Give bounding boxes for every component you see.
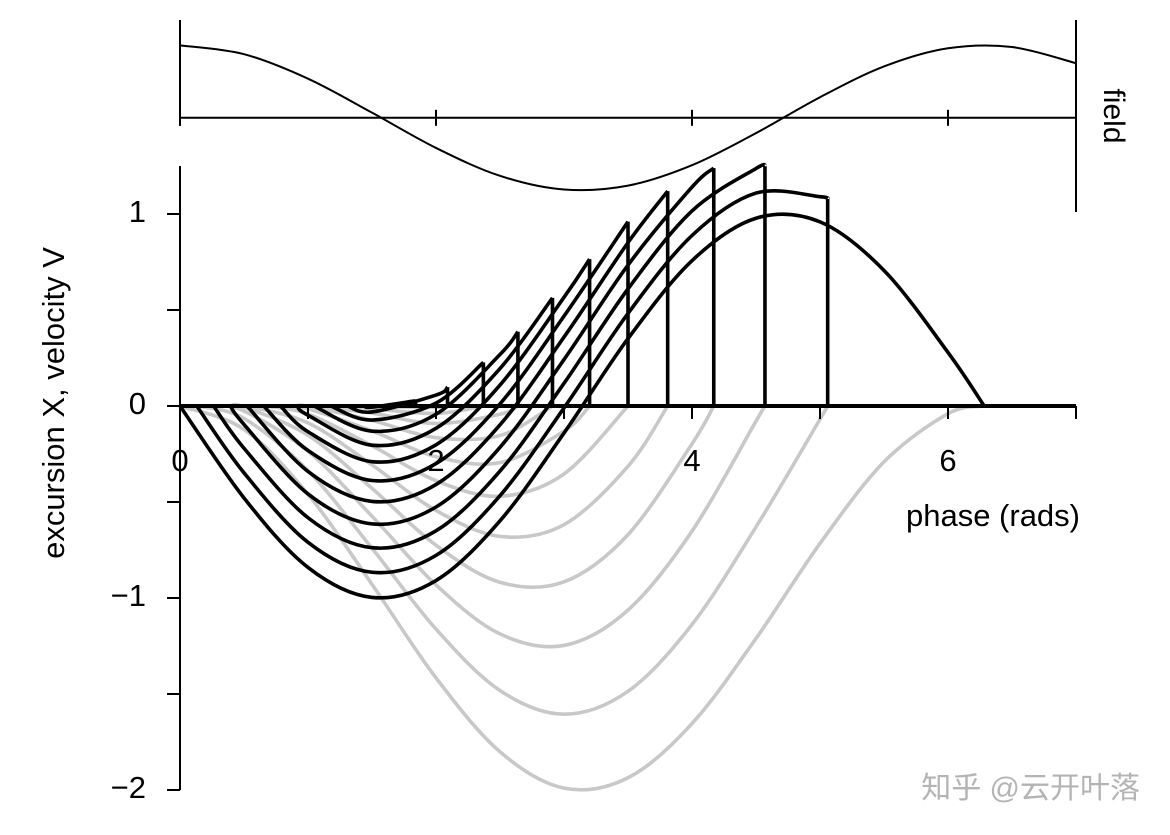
- watermark: 知乎 @云开叶落: [921, 772, 1140, 805]
- curve: [178, 212, 986, 600]
- y-tick-label: 0: [129, 386, 146, 421]
- x-tick-label: 6: [939, 443, 956, 478]
- y-tick-label: −1: [111, 578, 146, 613]
- x-axis-label: phase (rads): [906, 498, 1080, 533]
- curve: [330, 361, 485, 422]
- curve: [262, 220, 630, 483]
- y-axis-label: excursion X, velocity V: [36, 247, 71, 559]
- field-axis-label: field: [1097, 88, 1130, 143]
- curve: [228, 166, 715, 527]
- x-tick-label: 4: [683, 443, 700, 478]
- curve: [245, 190, 670, 504]
- curve: [179, 404, 985, 792]
- curve: [195, 189, 830, 575]
- curve: [246, 404, 670, 539]
- curve: [279, 258, 592, 464]
- x-tick-label: 0: [171, 443, 188, 478]
- curve: [179, 44, 1077, 192]
- curve: [212, 162, 767, 550]
- x-tick-label: 2: [427, 443, 444, 478]
- curve: [230, 402, 716, 590]
- y-tick-label: 1: [129, 194, 146, 229]
- y-tick-label: −2: [111, 770, 146, 805]
